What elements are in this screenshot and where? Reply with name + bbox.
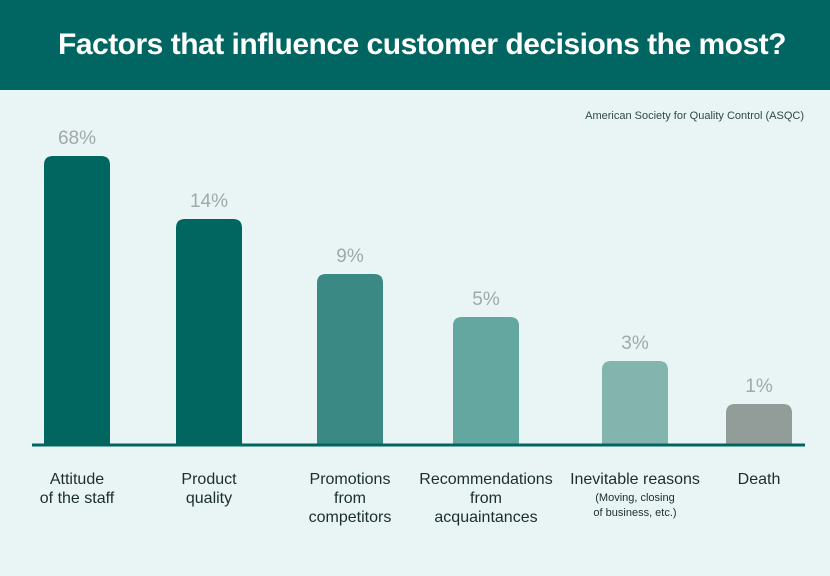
category-label-line: Promotions (309, 471, 391, 488)
source-note: American Society for Quality Control (AS… (585, 110, 804, 122)
category-note: (Moving, closing (595, 492, 675, 504)
category-label: Promotions from competitors (280, 470, 420, 527)
header-bar: Factors that influence customer decision… (0, 0, 830, 90)
chart-title: Factors that influence customer decision… (58, 28, 787, 61)
value-label: 3% (621, 333, 649, 354)
bar-1 (44, 156, 110, 444)
category-label-line: competitors (308, 509, 392, 526)
category-label-line: of the staff (39, 490, 115, 507)
category-label-line: Death (737, 471, 781, 488)
category-label: Death (689, 470, 829, 489)
category-note: of business, etc.) (593, 507, 677, 519)
category-label-line: acquaintances (434, 509, 538, 526)
category-label-line: Attitude (49, 471, 105, 488)
category-label: Recommendations from acquaintances (416, 470, 556, 527)
category-label-line: Recommendations (419, 471, 553, 488)
value-label: 9% (336, 246, 364, 267)
value-label: 14% (190, 191, 228, 212)
category-label-line: from (334, 490, 366, 507)
category-label: Inevitable reasons (Moving, closing of bus… (565, 470, 705, 521)
bar-5 (602, 361, 668, 444)
bar-4 (453, 317, 519, 444)
category-label: Product quality (139, 470, 279, 508)
value-label: 1% (745, 376, 773, 397)
category-label-line: Product (181, 471, 237, 488)
bar-3 (317, 274, 383, 444)
value-label: 5% (472, 289, 500, 310)
value-label: 68% (58, 128, 96, 149)
bar-6 (726, 404, 792, 444)
category-label-line: quality (185, 490, 233, 507)
category-label-line: Inevitable reasons (570, 471, 700, 488)
bar-2 (176, 219, 242, 444)
category-label: Attitude of the staff (7, 470, 147, 508)
category-label-line: from (470, 490, 502, 507)
